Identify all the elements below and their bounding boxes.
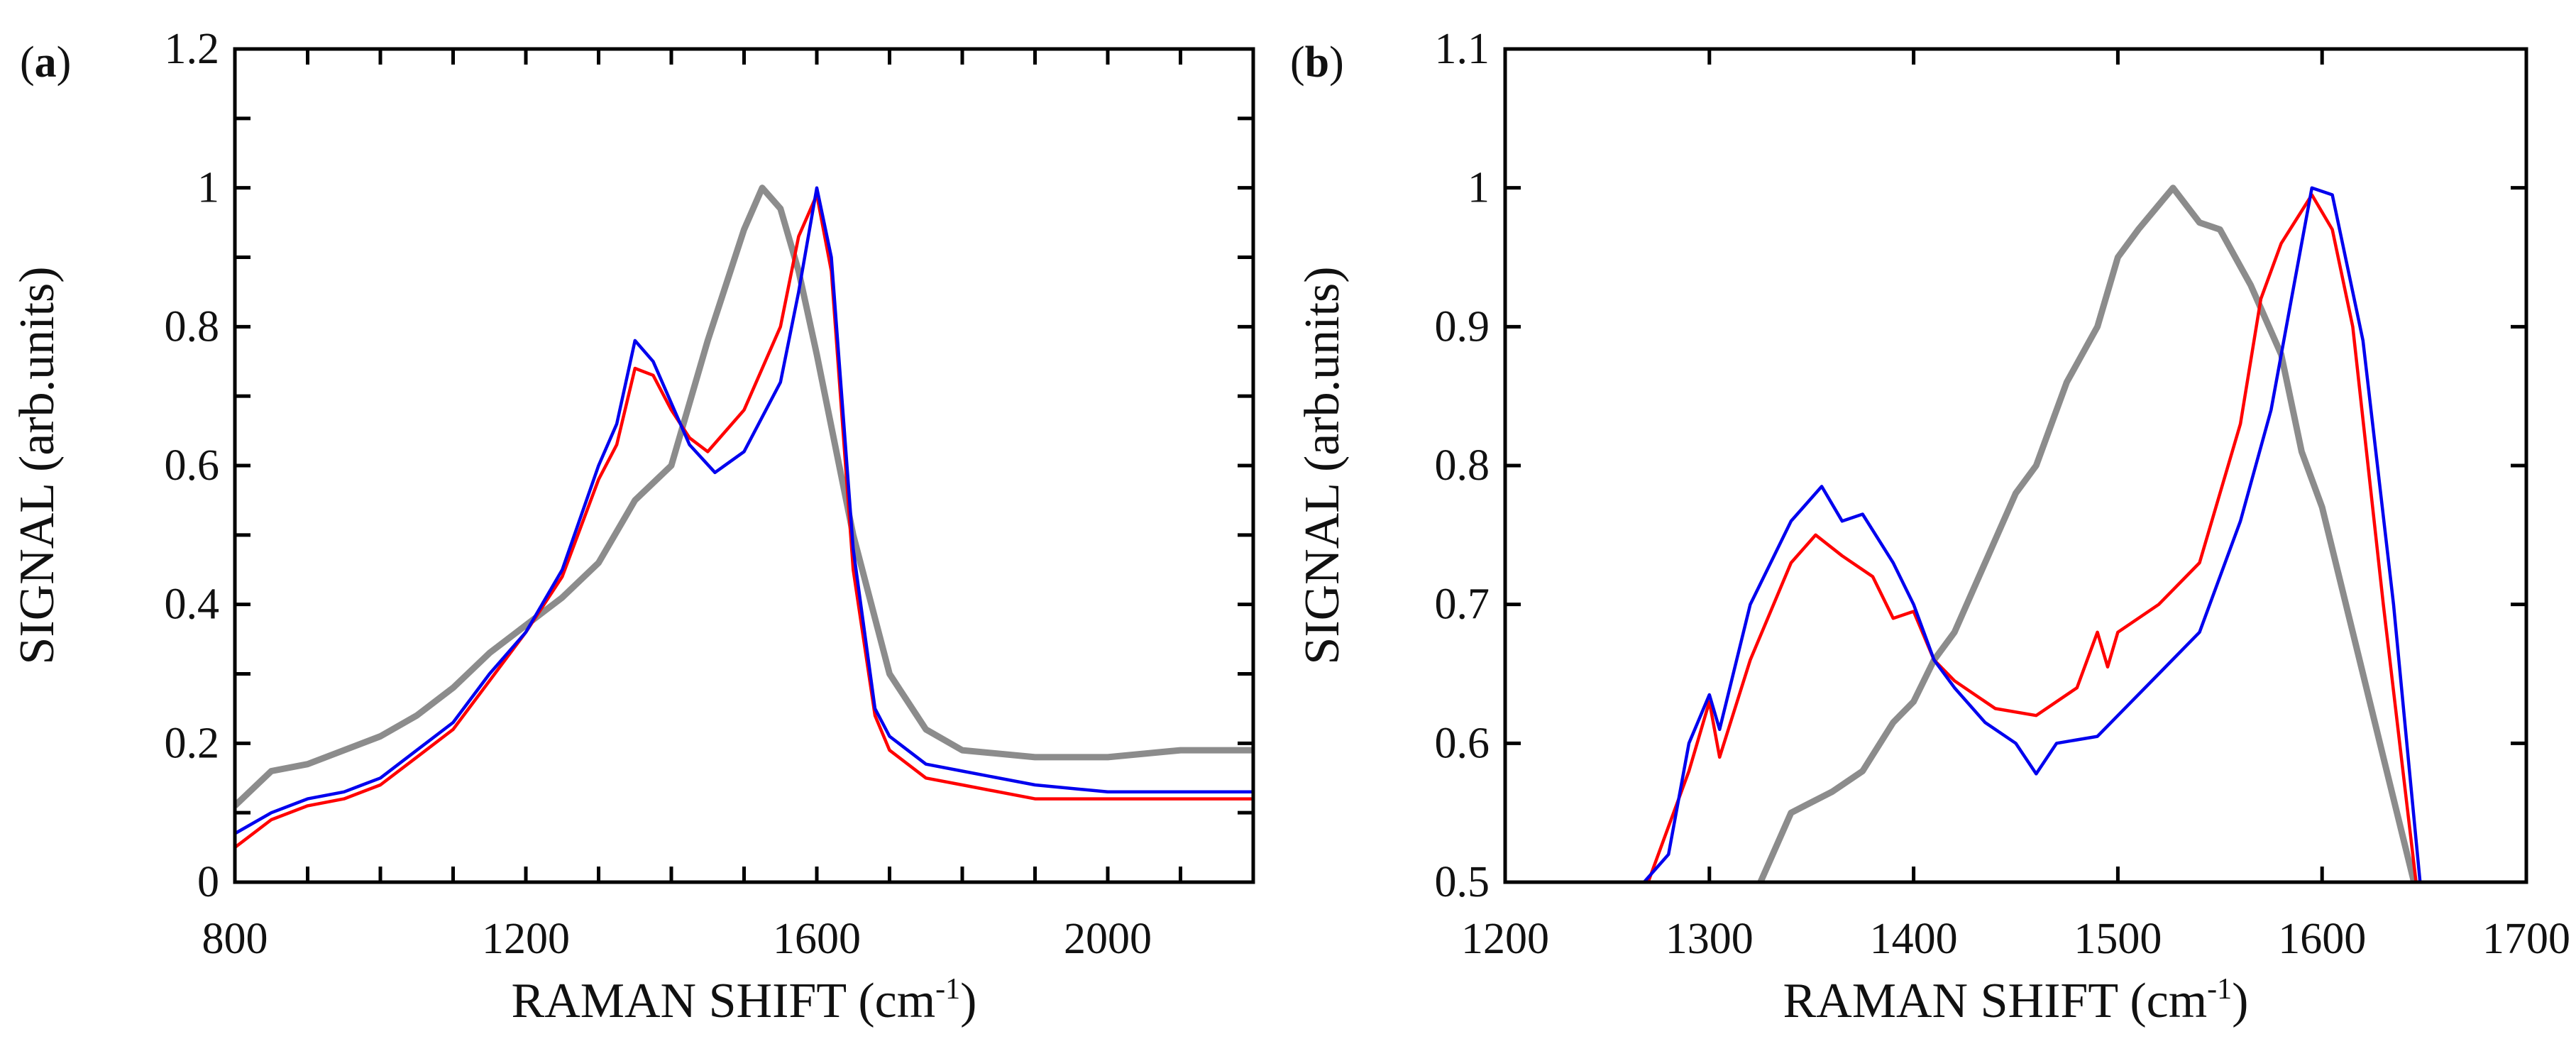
plot-frame [1503,47,2528,884]
y-tick-label: 1.1 [1435,25,1490,73]
x-tick-label: 1300 [1666,915,1754,963]
panel-label-open-paren: ( [1290,38,1305,87]
y-tick-label: 0.4 [165,581,220,629]
series-line-red [235,193,1253,849]
x-tick-label: 1400 [1870,915,1958,963]
y-tick-label: 0 [197,858,219,906]
panel-label-open-paren: ( [20,38,35,87]
y-tick-label: 1 [1468,164,1490,212]
x-tick-label: 1700 [2482,915,2570,963]
x-axis-title-end: ) [2232,974,2248,1028]
series-line-gray [235,185,1253,808]
x-tick-label: 1200 [1461,915,1549,963]
panel-label: (b) [1290,38,1344,87]
x-tick-label: 1600 [2278,915,2366,963]
series-line-red [1646,193,2418,882]
panel-label-close-paren: ) [57,38,72,87]
y-tick-label: 1 [197,164,219,212]
x-axis-title-text: RAMAN SHIFT (cm [1783,974,2208,1028]
x-tick-label: 2000 [1064,915,1152,963]
x-axis-title: RAMAN SHIFT (cm-1) [1783,973,2249,1028]
plot-frame [233,47,1255,884]
x-tick-label: 1500 [2074,915,2162,963]
y-tick-label: 0.6 [165,441,220,490]
panel-label-letter: a [35,38,57,87]
y-axis-title: SIGNAL (arb.units) [10,266,65,664]
panel-label-letter: b [1305,38,1329,87]
x-axis-title-text: RAMAN SHIFT (cm [512,974,936,1028]
x-axis-title-superscript: -1 [935,973,960,1006]
y-tick-label: 0.2 [165,719,220,767]
y-tick-label: 0.9 [1435,302,1490,351]
x-axis-title: RAMAN SHIFT (cm-1) [512,973,977,1028]
y-tick-label: 0.7 [1435,581,1490,629]
panel-a: 800 1200 1600 2000 0 0.2 0.4 0.6 0.8 1 1.2 RAMAN SH… [10,25,1255,1028]
y-tick-label: 0.6 [1435,719,1490,767]
series-line-blue [235,186,1253,835]
y-tick-label: 0.8 [1435,441,1490,490]
series-line-gray [1757,185,2418,882]
x-tick-label: 800 [202,915,268,963]
y-tick-label: 0.8 [165,302,220,351]
y-tick-label: 1.2 [165,25,220,73]
panel-label: (a) [20,38,71,87]
series-line-blue [1643,186,2422,882]
panel-b: 1200 1300 1400 1500 1600 1700 0.5 0.6 0.7 0.8 0.9 1… [1290,25,2570,1028]
x-axis-title-superscript: -1 [2207,973,2232,1006]
panel-label-close-paren: ) [1329,38,1344,87]
x-axis-title-end: ) [960,974,976,1028]
x-tick-label: 1200 [482,915,570,963]
x-tick-label: 1600 [773,915,861,963]
y-tick-label: 0.5 [1435,858,1490,906]
y-axis-title: SIGNAL (arb.units) [1295,266,1350,664]
